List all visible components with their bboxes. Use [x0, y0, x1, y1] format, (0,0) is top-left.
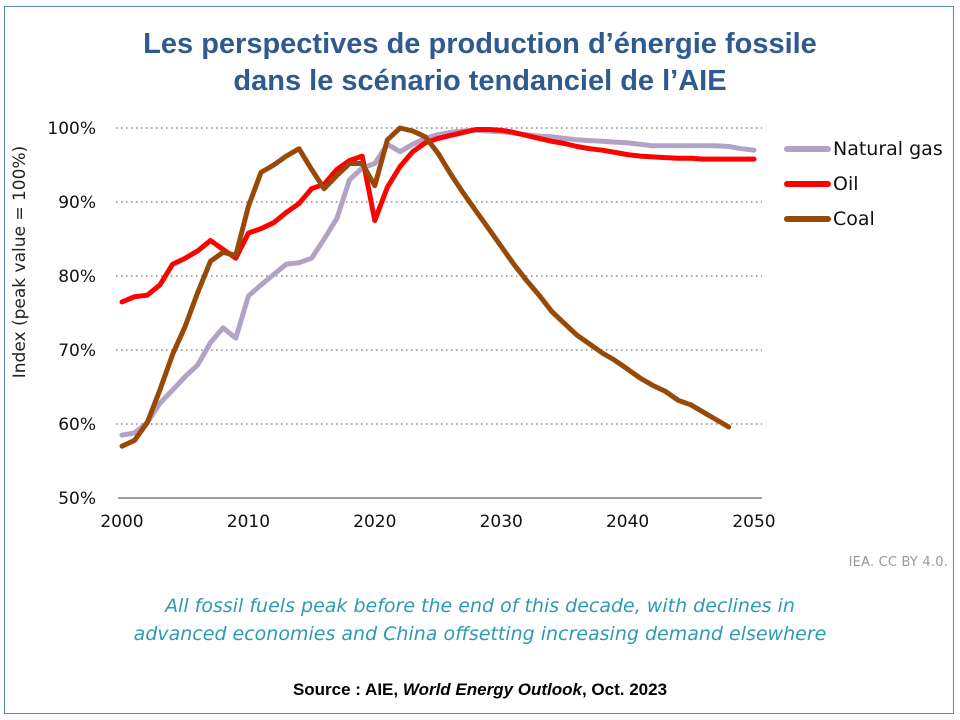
legend-item-natural-gas[interactable]: Natural gas: [784, 131, 943, 166]
y-tick-label: 70%: [58, 341, 96, 361]
x-tick-label: 2010: [227, 512, 270, 532]
slide-frame: [4, 6, 954, 714]
x-tick-label: 2000: [100, 512, 143, 532]
source-prefix: Source : AIE,: [292, 680, 403, 699]
series-lines: [119, 125, 757, 449]
x-tick-label: 2030: [480, 512, 523, 532]
series-line-coal: [119, 125, 732, 449]
slide-title: Les perspectives de production d’énergie…: [0, 26, 960, 100]
legend: Natural gas Oil Coal: [784, 131, 943, 236]
legend-label: Natural gas: [833, 137, 943, 160]
legend-item-coal[interactable]: Coal: [784, 201, 943, 236]
y-tick-label: 50%: [58, 489, 96, 509]
legend-label: Oil: [833, 172, 859, 195]
y-tick-label: 60%: [58, 415, 96, 435]
caption-line-2: advanced economies and China offsetting …: [133, 623, 827, 645]
source-title: World Energy Outlook: [402, 680, 582, 699]
y-tick-labels: 50% 60% 70% 80% 90% 100%: [47, 119, 96, 509]
x-tick-label: 2040: [606, 512, 649, 532]
credit-text: IEA. CC BY 4.0.: [848, 555, 948, 570]
y-tick-label: 90%: [58, 193, 96, 213]
x-tick-labels: 2000 2010 2020 2030 2040 2050: [100, 512, 775, 532]
source-suffix: , Oct. 2023: [581, 680, 668, 699]
legend-swatch-oil: [784, 180, 831, 187]
legend-label: Coal: [833, 207, 875, 230]
legend-item-oil[interactable]: Oil: [784, 166, 943, 201]
x-tick-label: 2050: [732, 512, 775, 532]
series-line-natural-gas: [119, 127, 757, 438]
caption-line-1: All fossil fuels peak before the end of …: [165, 595, 795, 617]
gridlines: [116, 127, 762, 425]
source-line: Source : AIE, World Energy Outlook, Oct.…: [0, 680, 960, 700]
legend-swatch-coal: [784, 215, 831, 222]
chart-caption: All fossil fuels peak before the end of …: [0, 592, 960, 648]
legend-swatch-natural-gas: [784, 145, 831, 152]
title-line-1: Les perspectives de production d’énergie…: [143, 28, 817, 60]
y-tick-label: 80%: [58, 267, 96, 287]
x-tick-label: 2020: [353, 512, 396, 532]
y-tick-label: 100%: [47, 119, 96, 139]
title-line-2: dans le scénario tendanciel de l’AIE: [233, 65, 727, 97]
